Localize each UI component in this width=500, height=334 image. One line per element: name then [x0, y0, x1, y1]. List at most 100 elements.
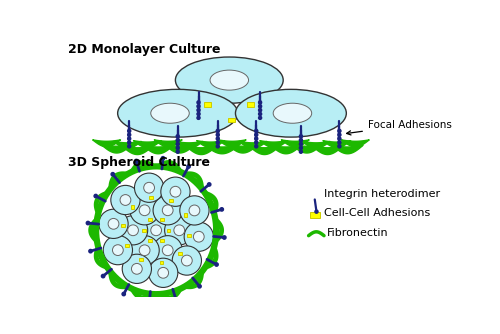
Ellipse shape: [134, 173, 164, 202]
Ellipse shape: [153, 236, 182, 265]
Circle shape: [315, 210, 318, 213]
Ellipse shape: [108, 218, 119, 229]
Ellipse shape: [210, 70, 248, 90]
Ellipse shape: [99, 209, 128, 238]
Ellipse shape: [176, 57, 283, 103]
FancyBboxPatch shape: [184, 213, 188, 216]
Circle shape: [338, 129, 341, 133]
Circle shape: [258, 113, 262, 116]
Circle shape: [187, 165, 190, 168]
Circle shape: [216, 145, 220, 148]
Circle shape: [197, 105, 200, 108]
Ellipse shape: [182, 255, 192, 266]
Ellipse shape: [144, 182, 154, 193]
Circle shape: [220, 208, 224, 211]
Ellipse shape: [120, 195, 131, 205]
FancyBboxPatch shape: [125, 244, 128, 247]
Ellipse shape: [170, 186, 181, 197]
FancyBboxPatch shape: [148, 218, 152, 221]
Circle shape: [197, 109, 200, 112]
Ellipse shape: [158, 268, 168, 278]
Text: 2D Monolayer Culture: 2D Monolayer Culture: [68, 43, 220, 56]
Ellipse shape: [122, 254, 152, 284]
Ellipse shape: [172, 246, 202, 275]
Circle shape: [216, 133, 220, 136]
Circle shape: [254, 141, 258, 144]
Circle shape: [128, 141, 130, 144]
Circle shape: [148, 301, 151, 304]
Circle shape: [258, 109, 262, 112]
Circle shape: [198, 285, 201, 288]
Ellipse shape: [118, 216, 148, 245]
FancyBboxPatch shape: [142, 229, 146, 232]
Circle shape: [128, 133, 130, 136]
FancyBboxPatch shape: [166, 229, 170, 232]
FancyBboxPatch shape: [187, 234, 191, 237]
Circle shape: [89, 249, 92, 253]
Circle shape: [258, 116, 262, 119]
Ellipse shape: [236, 90, 346, 137]
Circle shape: [176, 146, 179, 149]
Circle shape: [254, 133, 258, 136]
Circle shape: [174, 298, 178, 301]
Circle shape: [176, 150, 179, 153]
Ellipse shape: [180, 196, 209, 225]
FancyBboxPatch shape: [122, 224, 126, 227]
Text: 3D Spheroid Culture: 3D Spheroid Culture: [68, 156, 210, 169]
Circle shape: [208, 183, 211, 186]
Ellipse shape: [151, 225, 162, 236]
Circle shape: [197, 116, 200, 119]
Ellipse shape: [128, 225, 138, 236]
Circle shape: [338, 137, 341, 140]
Ellipse shape: [130, 196, 159, 225]
Ellipse shape: [174, 225, 184, 236]
Ellipse shape: [164, 216, 194, 245]
Circle shape: [128, 137, 130, 140]
Ellipse shape: [161, 177, 190, 206]
Ellipse shape: [184, 222, 214, 252]
Ellipse shape: [103, 235, 132, 265]
Ellipse shape: [153, 196, 182, 225]
Circle shape: [122, 292, 126, 296]
Circle shape: [254, 137, 258, 140]
Ellipse shape: [194, 231, 204, 242]
Circle shape: [222, 236, 226, 239]
Text: Cell-Cell Adhesions: Cell-Cell Adhesions: [324, 207, 430, 217]
Circle shape: [86, 221, 90, 225]
Circle shape: [216, 137, 220, 140]
FancyBboxPatch shape: [169, 199, 173, 202]
Circle shape: [215, 263, 218, 266]
FancyBboxPatch shape: [160, 239, 164, 242]
FancyBboxPatch shape: [160, 218, 164, 221]
Circle shape: [300, 150, 302, 153]
Circle shape: [258, 101, 262, 104]
FancyBboxPatch shape: [310, 212, 320, 217]
Circle shape: [216, 141, 220, 144]
FancyBboxPatch shape: [160, 262, 164, 265]
Circle shape: [128, 145, 130, 148]
FancyBboxPatch shape: [178, 252, 182, 255]
Text: Integrin heterodimer: Integrin heterodimer: [324, 189, 440, 199]
Ellipse shape: [273, 103, 312, 123]
Ellipse shape: [132, 264, 142, 274]
Circle shape: [197, 101, 200, 104]
Ellipse shape: [139, 205, 150, 216]
Circle shape: [254, 145, 258, 148]
FancyBboxPatch shape: [149, 196, 152, 199]
FancyBboxPatch shape: [248, 103, 254, 107]
Circle shape: [176, 139, 179, 142]
Text: Focal Adhesions: Focal Adhesions: [346, 120, 452, 135]
Circle shape: [176, 143, 179, 146]
Circle shape: [134, 159, 138, 163]
Ellipse shape: [162, 205, 173, 216]
Ellipse shape: [118, 90, 238, 137]
Ellipse shape: [151, 103, 190, 123]
Circle shape: [94, 194, 98, 198]
FancyBboxPatch shape: [140, 258, 143, 262]
Circle shape: [128, 129, 130, 133]
FancyBboxPatch shape: [228, 118, 235, 123]
Ellipse shape: [189, 205, 200, 216]
Circle shape: [254, 129, 258, 133]
Ellipse shape: [139, 245, 150, 256]
Circle shape: [338, 133, 341, 136]
